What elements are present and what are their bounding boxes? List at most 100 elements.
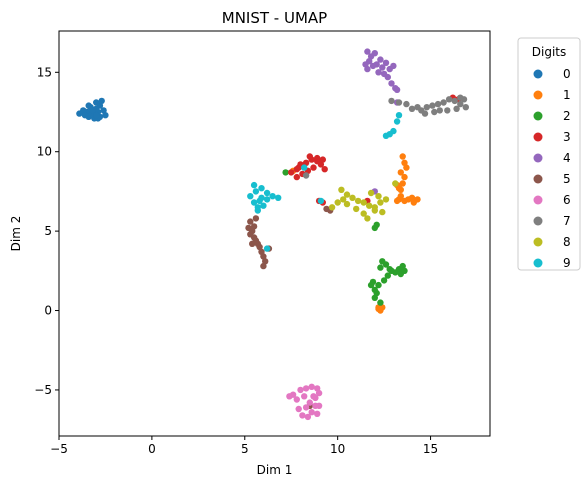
data-point-7-4: [440, 99, 447, 106]
chart-title: MNIST - UMAP: [222, 9, 327, 27]
data-point-7-7: [457, 100, 464, 108]
y-tick-label: 15: [37, 65, 52, 79]
data-point-3-13: [319, 156, 326, 163]
data-point-0-19: [93, 112, 100, 119]
data-point-9-19: [317, 197, 325, 205]
data-point-3-7: [321, 166, 328, 173]
data-point-8-0: [338, 186, 345, 193]
data-point-9-5: [263, 196, 271, 203]
data-point-2-6: [379, 258, 386, 265]
data-point-0-9: [80, 107, 87, 114]
data-point-2-17: [401, 267, 408, 274]
x-tick-label: 5: [241, 442, 249, 456]
series-9: [247, 112, 403, 252]
data-point-4-11: [371, 50, 378, 57]
series-1: [289, 153, 421, 314]
data-point-8-18: [392, 180, 399, 187]
data-point-8-7: [377, 199, 384, 206]
data-point-1-11: [414, 196, 421, 203]
data-point-7-19: [457, 94, 464, 101]
data-point-6-11: [299, 412, 306, 419]
series-6: [286, 383, 323, 421]
x-axis: −5 0 5 10 15: [50, 436, 438, 456]
series-7: [302, 94, 469, 179]
data-point-7-11: [444, 107, 451, 114]
data-point-2-16: [386, 266, 393, 273]
data-point-4-17: [375, 69, 382, 76]
data-point-9-3: [263, 189, 271, 197]
data-point-8-17: [371, 207, 378, 214]
data-point-8-2: [349, 194, 356, 201]
legend-label-4: 4: [563, 151, 571, 165]
series-0: [76, 97, 109, 122]
data-point-6-14: [295, 405, 302, 413]
legend-marker-7: [533, 216, 543, 226]
data-point-9-11: [258, 194, 265, 201]
data-point-7-20: [408, 105, 416, 113]
points-layer: [76, 48, 469, 421]
data-point-4-9: [390, 62, 397, 70]
plot-frame: [58, 30, 491, 437]
data-point-9-2: [258, 185, 265, 192]
data-point-8-15: [364, 215, 371, 222]
data-point-2-20: [282, 169, 289, 176]
data-point-1-12: [393, 197, 401, 205]
data-point-7-8: [462, 104, 469, 111]
legend-frame: [517, 37, 581, 271]
data-point-7-5: [445, 96, 453, 103]
data-point-6-16: [310, 393, 317, 400]
data-point-9-15: [393, 118, 401, 125]
data-point-4-10: [377, 56, 384, 63]
data-point-7-10: [453, 105, 460, 113]
legend-marker-1: [533, 90, 543, 100]
data-point-6-6: [306, 399, 313, 406]
data-point-2-19: [373, 221, 380, 228]
data-point-4-0: [364, 48, 371, 55]
data-point-9-21: [263, 245, 271, 252]
legend-marker-3: [533, 132, 543, 142]
data-point-4-16: [362, 61, 369, 68]
data-point-3-8: [310, 164, 317, 171]
legend-label-6: 6: [563, 193, 571, 207]
data-point-1-2: [403, 164, 410, 171]
legend-label-5: 5: [563, 172, 571, 186]
data-point-7-16: [403, 100, 410, 108]
data-point-9-9: [260, 202, 267, 209]
data-point-8-4: [360, 199, 367, 206]
data-point-4-5: [373, 61, 380, 68]
data-point-1-13: [397, 193, 404, 200]
x-tick-label: 15: [423, 442, 438, 456]
legend: Digits 0 1 2 3 4 5 6 7 8 9: [517, 37, 581, 271]
y-axis: −5 0 5 10 15: [34, 65, 59, 397]
data-point-5-14: [260, 262, 267, 270]
data-point-7-17: [395, 99, 403, 106]
legend-label-3: 3: [563, 130, 571, 144]
legend-label-7: 7: [563, 214, 571, 228]
x-tick-label: −5: [50, 442, 68, 456]
legend-marker-8: [533, 237, 543, 247]
data-point-7-13: [431, 108, 438, 116]
y-axis-label: Dim 2: [9, 216, 23, 252]
data-point-2-10: [375, 281, 382, 289]
data-point-0-12: [98, 97, 105, 105]
data-point-8-1: [343, 191, 351, 198]
data-point-8-19: [328, 204, 336, 211]
data-point-8-20: [334, 199, 341, 206]
series-4: [362, 48, 401, 195]
legend-marker-5: [533, 174, 543, 184]
data-point-8-8: [382, 196, 390, 203]
data-point-9-13: [254, 207, 261, 214]
legend-marker-2: [533, 111, 543, 121]
data-point-5-9: [254, 240, 261, 247]
data-point-7-1: [423, 104, 430, 111]
data-point-2-21: [369, 278, 377, 286]
data-point-3-14: [306, 153, 313, 160]
data-point-9-10: [250, 181, 258, 189]
plot-area: [59, 31, 490, 436]
data-point-7-18: [388, 97, 395, 105]
legend-items: 0 1 2 3 4 5 6 7 8 9: [533, 67, 571, 270]
data-point-8-9: [375, 193, 382, 200]
data-point-6-8: [308, 409, 315, 416]
data-point-6-9: [314, 410, 321, 417]
